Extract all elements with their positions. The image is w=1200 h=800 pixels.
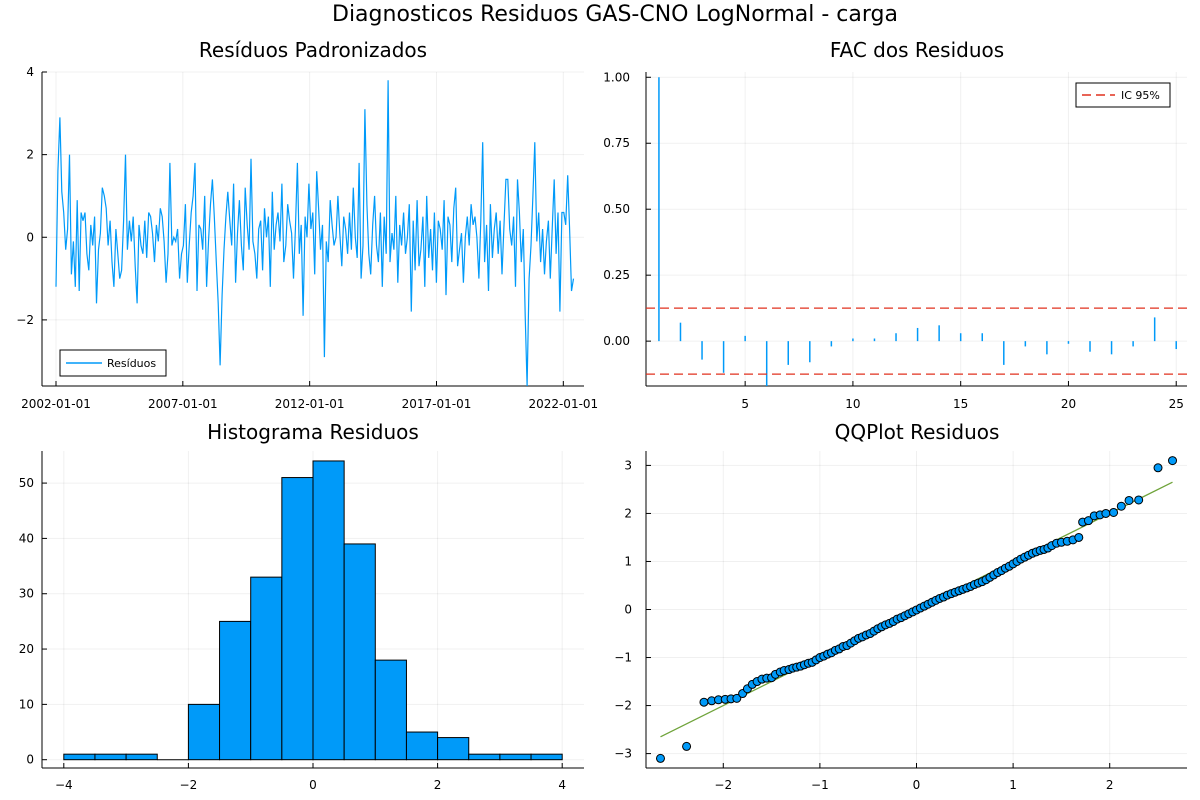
x-tick-label: −2 bbox=[714, 778, 732, 792]
y-tick-label: 3 bbox=[624, 458, 632, 472]
residuals-legend: Resíduos bbox=[59, 349, 167, 377]
qq-point bbox=[682, 741, 692, 751]
y-tick-label: 10 bbox=[19, 697, 34, 711]
qqplot-panel: QQPlot Residuos −2 −1 0 1 2 −3 −2 −1 0 1 2 3 bbox=[614, 420, 1187, 792]
residuals-plot-area: 2002-01-01 2007-01-01 2012-01-01 2017-01-01… bbox=[16, 65, 598, 411]
x-tick-label: 4 bbox=[558, 778, 566, 792]
histogram-bar bbox=[94, 753, 127, 761]
histogram-bar bbox=[374, 659, 407, 761]
qqplot-title: QQPlot Residuos bbox=[835, 420, 1000, 444]
x-tick-label: 2022-01-01 bbox=[528, 397, 598, 411]
x-tick-label: 2007-01-01 bbox=[148, 397, 218, 411]
qq-point bbox=[655, 753, 665, 763]
qq-point bbox=[732, 693, 742, 703]
qqplot-plot-area: −2 −1 0 1 2 −3 −2 −1 0 1 2 3 bbox=[614, 451, 1187, 792]
y-tick-label: 20 bbox=[19, 642, 34, 656]
qq-point bbox=[1083, 516, 1093, 526]
x-tick-label: 0 bbox=[913, 778, 921, 792]
histogram-bar bbox=[468, 753, 501, 761]
histogram-bar bbox=[530, 753, 563, 761]
y-tick-label: 2 bbox=[624, 506, 632, 520]
figure-title: Diagnosticos Residuos GAS-CNO LogNormal … bbox=[332, 2, 898, 27]
y-tick-label: 30 bbox=[19, 587, 34, 601]
qq-point bbox=[1153, 463, 1163, 473]
histogram-bar bbox=[187, 703, 221, 761]
residuals-panel: Resíduos Padronizados 2002-01-01 2007-01-… bbox=[16, 38, 598, 411]
histogram-bar bbox=[343, 543, 376, 761]
acf-title: FAC dos Residuos bbox=[830, 38, 1004, 62]
qq-point bbox=[1074, 532, 1084, 542]
x-tick-label: 20 bbox=[1061, 397, 1076, 411]
y-tick-label: 0.75 bbox=[603, 136, 630, 150]
x-tick-label: 2 bbox=[434, 778, 442, 792]
qq-point bbox=[1124, 495, 1134, 505]
qq-point bbox=[1116, 501, 1126, 511]
qq-point bbox=[1134, 495, 1144, 505]
y-tick-label: 50 bbox=[19, 476, 34, 490]
x-tick-label: 15 bbox=[953, 397, 968, 411]
x-tick-label: 2017-01-01 bbox=[402, 397, 472, 411]
histogram-bar bbox=[312, 460, 345, 761]
qq-point bbox=[1168, 456, 1178, 466]
y-tick-label: −3 bbox=[614, 747, 632, 761]
legend-label: IC 95% bbox=[1121, 89, 1160, 102]
acf-plot-area: 5 10 15 20 25 0.00 0.25 0.50 0.75 1.00 IC 95% bbox=[603, 70, 1187, 411]
x-tick-label: −2 bbox=[180, 778, 198, 792]
x-tick-label: 2012-01-01 bbox=[275, 397, 345, 411]
y-tick-label: 2 bbox=[26, 148, 34, 162]
histogram-bar bbox=[281, 477, 314, 761]
legend-frame bbox=[1075, 82, 1171, 108]
x-tick-label: −1 bbox=[811, 778, 829, 792]
histogram-bar bbox=[63, 753, 96, 761]
y-tick-label: −2 bbox=[16, 313, 34, 327]
y-tick-label: 4 bbox=[26, 65, 34, 79]
residuals-title: Resíduos Padronizados bbox=[199, 38, 427, 62]
y-tick-label: 1 bbox=[624, 554, 632, 568]
x-tick-label: 25 bbox=[1169, 397, 1184, 411]
histogram-bar bbox=[219, 620, 252, 761]
histogram-bar bbox=[405, 731, 439, 761]
histogram-title: Histograma Residuos bbox=[207, 420, 419, 444]
y-tick-label: −2 bbox=[614, 699, 632, 713]
y-tick-label: 0.50 bbox=[603, 202, 630, 216]
legend-label: Resíduos bbox=[107, 357, 156, 370]
histogram-bar bbox=[437, 737, 470, 761]
y-tick-label: −1 bbox=[614, 651, 632, 665]
qq-point bbox=[699, 697, 709, 707]
residuals-series-line bbox=[55, 80, 575, 387]
qq-point bbox=[1109, 507, 1119, 517]
qq-point bbox=[1101, 508, 1111, 518]
y-tick-label: 0.25 bbox=[603, 268, 630, 282]
y-tick-label: 0 bbox=[26, 230, 34, 244]
y-tick-label: 0.00 bbox=[603, 334, 630, 348]
x-tick-label: 10 bbox=[845, 397, 860, 411]
x-tick-label: 5 bbox=[741, 397, 749, 411]
x-tick-label: 2002-01-01 bbox=[21, 397, 91, 411]
y-tick-label: 40 bbox=[19, 531, 34, 545]
y-tick-label: 0 bbox=[624, 603, 632, 617]
x-tick-label: 1 bbox=[1009, 778, 1017, 792]
histogram-bar bbox=[250, 576, 283, 761]
x-tick-label: 2 bbox=[1106, 778, 1114, 792]
y-tick-label: 0 bbox=[26, 753, 34, 767]
x-tick-label: 0 bbox=[309, 778, 317, 792]
histogram-bar bbox=[125, 753, 158, 761]
x-tick-label: −4 bbox=[55, 778, 73, 792]
acf-legend: IC 95% bbox=[1075, 82, 1171, 108]
y-tick-label: 1.00 bbox=[603, 70, 630, 84]
acf-panel: FAC dos Residuos 5 10 15 20 25 0.00 0.25 0.50 0.… bbox=[603, 38, 1187, 411]
histogram-bar bbox=[499, 753, 532, 761]
